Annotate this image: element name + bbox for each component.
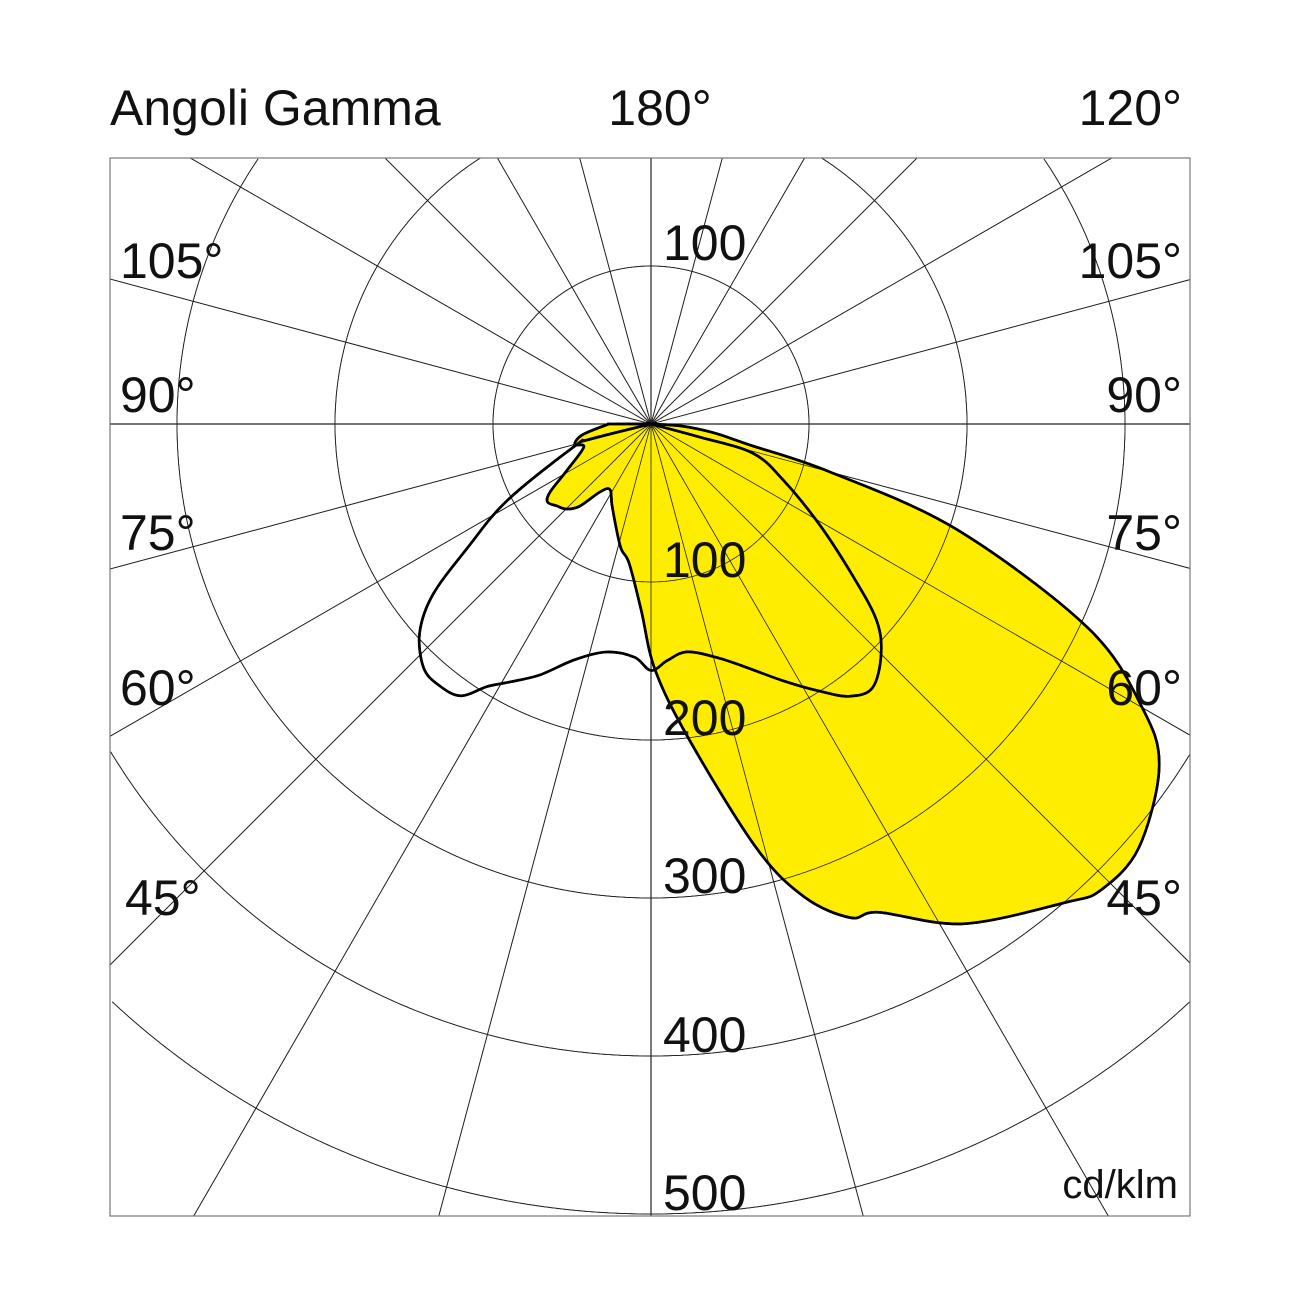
grid-ray-overlay bbox=[650, 423, 1190, 736]
grid-ray-overlay bbox=[110, 423, 652, 570]
angle-label-left: 45° bbox=[125, 870, 201, 926]
angle-label-top-right: 120° bbox=[1079, 80, 1182, 136]
angle-label-right: 60° bbox=[1106, 660, 1182, 716]
grid-ray-overlay bbox=[650, 423, 864, 1216]
angle-label-left: 60° bbox=[120, 660, 196, 716]
grid-circle-overlay bbox=[110, 751, 1190, 1057]
radial-tick-label: 500 bbox=[663, 1165, 746, 1221]
grid-ray-overlay bbox=[650, 158, 918, 425]
angle-label-right: 75° bbox=[1106, 505, 1182, 561]
grid-circle-overlay bbox=[334, 158, 968, 741]
angle-label-right: 45° bbox=[1106, 870, 1182, 926]
chart-title: Angoli Gamma bbox=[110, 80, 441, 136]
radial-tick-label: 100 bbox=[663, 215, 746, 271]
chart-frame bbox=[109, 157, 1191, 1217]
grid-ray-overlay bbox=[110, 423, 652, 966]
grid-ray-overlay bbox=[110, 278, 652, 425]
grid-circle-overlay bbox=[176, 158, 1126, 899]
grid-ray-overlay bbox=[650, 423, 1109, 1216]
grid-ray-overlay bbox=[193, 423, 652, 1216]
grid-ray-overlay bbox=[438, 423, 652, 1216]
series-outline-1 bbox=[417, 421, 883, 698]
grid-ray-overlay bbox=[110, 423, 652, 737]
unit-label: cd/klm bbox=[1062, 1163, 1178, 1207]
radial-tick-label: 100 bbox=[663, 532, 746, 588]
radial-tick-label: 300 bbox=[663, 848, 746, 904]
grid-ray-overlay bbox=[650, 158, 723, 425]
angle-label-top-center: 180° bbox=[608, 80, 711, 136]
grid-ray-overlay bbox=[384, 158, 652, 425]
series-layer bbox=[417, 421, 1161, 926]
angle-label-left: 75° bbox=[120, 505, 196, 561]
grid-ray-overlay bbox=[650, 158, 1112, 425]
grid-ray-overlay bbox=[579, 158, 652, 425]
radial-tick-label: 400 bbox=[663, 1007, 746, 1063]
grid-ray-overlay bbox=[650, 279, 1190, 425]
grid-ray-overlay bbox=[650, 423, 1190, 964]
series-curve-0 bbox=[545, 422, 1161, 926]
angle-label-left: 105° bbox=[120, 233, 223, 289]
grid-ray-overlay bbox=[650, 158, 805, 425]
radial-tick-label: 200 bbox=[663, 690, 746, 746]
polar-rays-overlay bbox=[110, 158, 1190, 1216]
angle-label-left: 90° bbox=[120, 367, 196, 423]
series-outline-0 bbox=[545, 422, 1161, 926]
angle-label-right: 105° bbox=[1079, 233, 1182, 289]
angle-label-right: 90° bbox=[1106, 367, 1182, 423]
grid-ray-overlay bbox=[190, 158, 652, 425]
grid-ray-overlay bbox=[497, 158, 652, 425]
